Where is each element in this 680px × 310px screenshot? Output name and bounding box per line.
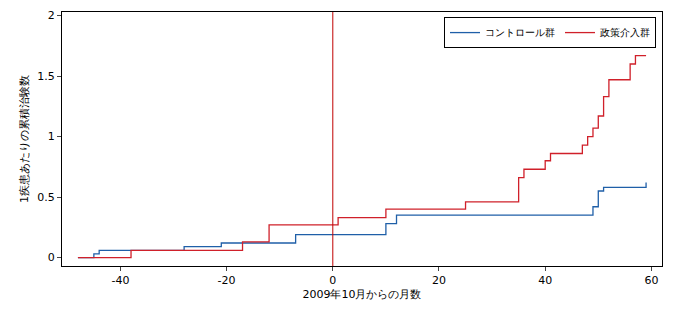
svg-text:-40: -40 [111, 274, 129, 287]
svg-text:1: 1 [48, 130, 55, 143]
svg-text:60: 60 [644, 274, 658, 287]
svg-text:コントロール群: コントロール群 [485, 27, 555, 38]
svg-text:20: 20 [432, 274, 446, 287]
svg-text:2009年10月からの月数: 2009年10月からの月数 [303, 288, 422, 301]
svg-text:0.5: 0.5 [37, 191, 55, 204]
svg-text:40: 40 [538, 274, 552, 287]
svg-text:0: 0 [329, 274, 336, 287]
svg-text:1疾患あたりの累積治験数: 1疾患あたりの累積治験数 [18, 75, 31, 203]
svg-text:-20: -20 [218, 274, 236, 287]
svg-text:政策介入群: 政策介入群 [600, 27, 650, 38]
svg-text:1.5: 1.5 [37, 70, 55, 83]
svg-text:2: 2 [48, 9, 55, 22]
svg-text:0: 0 [48, 251, 55, 264]
